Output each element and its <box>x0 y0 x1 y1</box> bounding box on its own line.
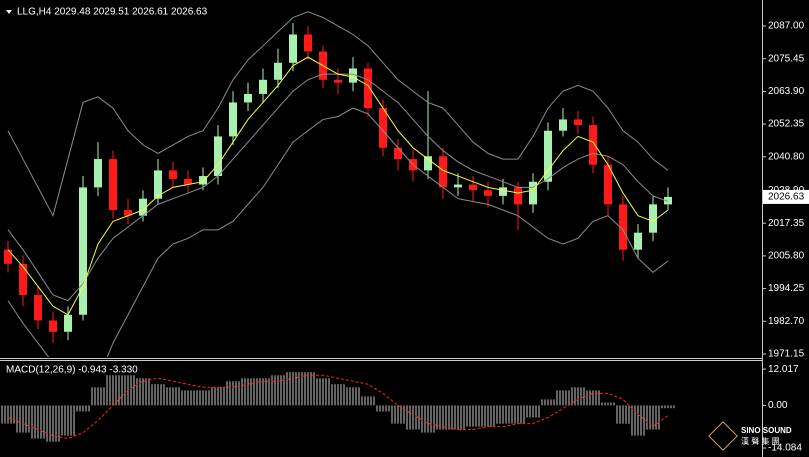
candle-body <box>424 156 432 171</box>
y-tick-label: 2063.90 <box>768 86 805 97</box>
y-tick-label: -14.084 <box>768 443 802 454</box>
candle-body <box>334 79 342 83</box>
candle-body <box>154 170 162 199</box>
candle-body <box>274 62 282 80</box>
logo: SINO SOUND 漢 聲 集 團 <box>708 421 792 451</box>
candle-body <box>604 164 612 205</box>
y-tick-label: 12.017 <box>768 364 799 375</box>
macd-title: MACD(12,26,9) -0.943 -3.330 <box>6 365 138 376</box>
candle-body <box>259 79 267 94</box>
candle-body <box>304 34 312 52</box>
candle-body <box>289 34 297 63</box>
candle-body <box>49 320 57 332</box>
candle-body <box>169 170 177 179</box>
candle-body <box>79 187 87 315</box>
candle-body <box>394 147 402 160</box>
candle-body <box>184 178 192 185</box>
macd-pane <box>1 372 675 442</box>
candle-body <box>19 263 27 295</box>
y-tick-label: 2075.45 <box>768 53 805 64</box>
candle-body <box>94 159 102 188</box>
logo-subtitle: 漢 聲 集 團 <box>741 436 780 446</box>
candle-body <box>544 130 552 182</box>
candle-body <box>364 68 372 109</box>
y-tick-label: 2087.00 <box>768 21 805 32</box>
logo-name: SINO SOUND <box>741 426 792 435</box>
candle-body <box>244 93 252 103</box>
y-tick-label: 0.00 <box>768 400 788 411</box>
y-tick-label: 2017.35 <box>768 218 805 229</box>
candle-body <box>514 187 522 205</box>
signal-line <box>7 374 669 440</box>
candle-body <box>649 204 657 233</box>
candle-body <box>484 190 492 196</box>
indicator-line <box>7 56 669 316</box>
current-price-label: 2026.63 <box>768 192 805 203</box>
candle-body <box>499 187 507 196</box>
candle-body <box>214 136 222 177</box>
candle-body <box>574 119 582 126</box>
price-label-bg <box>763 189 809 204</box>
candle-body <box>454 184 462 188</box>
y-tick-label: 1994.25 <box>768 283 805 294</box>
candle-body <box>124 210 132 216</box>
y-tick-label: 1971.15 <box>768 349 805 360</box>
y-tick-label: 2052.35 <box>768 119 805 130</box>
candle-body <box>634 232 642 250</box>
y-tick-label: 2005.80 <box>768 251 805 262</box>
candle-body <box>199 176 207 185</box>
chart-title: LLG,H4 2029.48 2029.51 2026.61 2026.63 <box>17 7 208 18</box>
candle-body <box>589 125 597 165</box>
candle-body <box>34 294 42 321</box>
candle-body <box>439 156 447 188</box>
price-pane <box>4 11 672 357</box>
candle-body <box>229 102 237 137</box>
candle-body <box>109 159 117 211</box>
candle-body <box>4 249 12 264</box>
indicator-line <box>7 11 669 218</box>
candle-body <box>664 196 672 205</box>
collapse-icon[interactable] <box>6 10 12 14</box>
candle-body <box>379 108 387 148</box>
logo-icon <box>708 421 738 451</box>
candle-body <box>139 198 147 216</box>
y-tick-label: 2040.80 <box>768 151 805 162</box>
candle-body <box>559 119 567 131</box>
candle-body <box>619 204 627 250</box>
candle-body <box>469 184 477 191</box>
candle-body <box>64 314 72 332</box>
indicator-line <box>7 107 669 357</box>
candle-body <box>349 68 357 83</box>
candle-body <box>529 181 537 205</box>
y-tick-label: 1982.70 <box>768 316 805 327</box>
